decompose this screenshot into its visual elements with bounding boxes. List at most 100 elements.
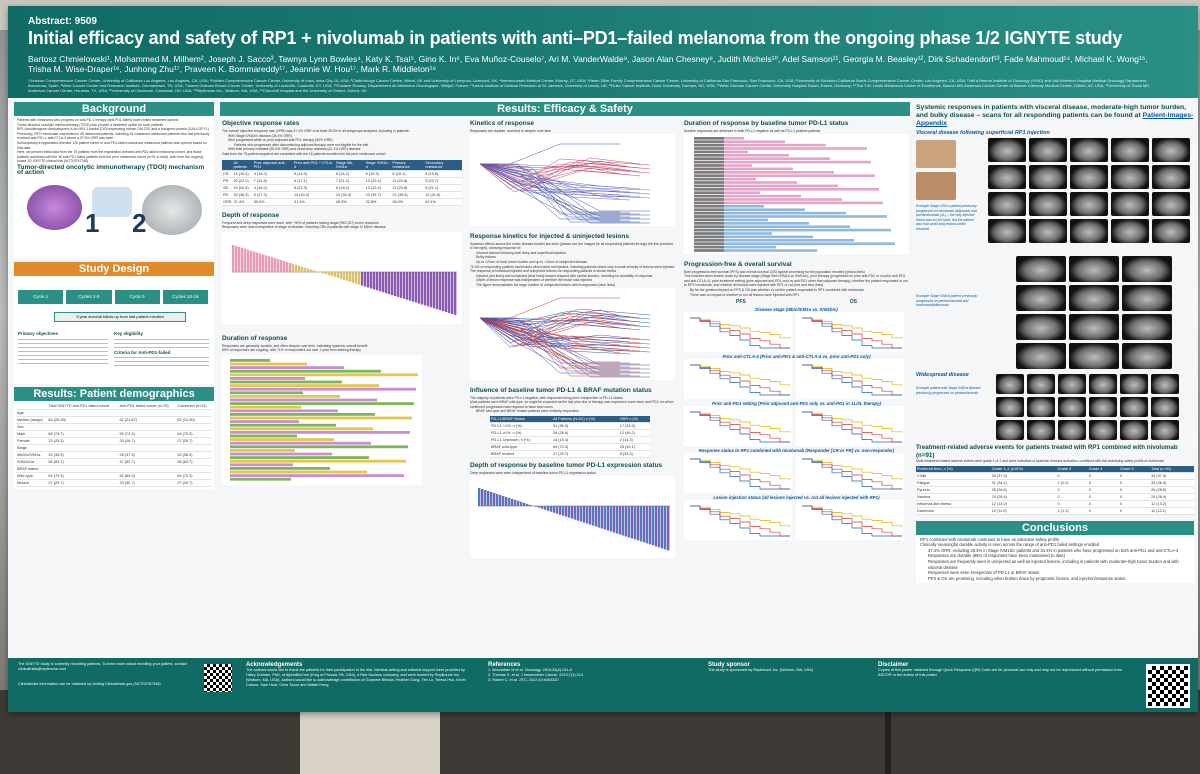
ct-scan-image [1016, 314, 1066, 340]
lesion-bullet: Systemic effects across the entire disea… [470, 241, 673, 251]
table-cell: 0 [1056, 472, 1088, 480]
table-cell: 19 (20.9) [232, 184, 253, 192]
waterfall-bar [424, 271, 427, 306]
conclusion-bullet: Responses are frequently seen in uninjec… [928, 558, 1179, 570]
waterfall-bar [337, 271, 340, 278]
ct-scan-image [1120, 397, 1148, 417]
swimmer-bar [230, 441, 371, 445]
km-label-ctla4: Prior anti-CTLA-4 (Prior anti-PD1 & anti… [722, 354, 871, 360]
table-header: Stage IIIb-IVM1a [334, 159, 365, 171]
waterfall-bar [253, 251, 256, 272]
conclusion-bullet: Responses were seen irrespective of PD-L… [928, 570, 1040, 576]
table-cell: 33 (36.3) [232, 191, 253, 199]
waterfall-bar [271, 257, 274, 272]
waterfall-bar [289, 262, 292, 272]
swimmer-bar [230, 402, 414, 405]
swimmer-bar [230, 470, 367, 474]
ct-scan-image [1029, 165, 1067, 189]
table-cell: 20 (22.0) [232, 177, 253, 185]
pfs-label: PFS [736, 299, 746, 306]
pdl1-bar [562, 505, 565, 516]
table-cell: 10 (30.3) [334, 191, 365, 199]
ct-scan-image [1122, 314, 1172, 340]
waterfall-bar [286, 261, 289, 272]
pdl1-swim-bar [694, 248, 817, 252]
pdl1-bar [658, 505, 661, 547]
spider-line [479, 163, 631, 188]
table-cell: PD-L1 ≥1%, n (%) [490, 429, 553, 437]
swimmer-bar [230, 477, 291, 481]
pdl1-bar [580, 505, 583, 522]
table-cell: PR [222, 177, 233, 185]
table-cell: 52 (69.3) [118, 472, 177, 481]
pdl1-swim-bar [694, 146, 867, 150]
ct-scan-image [988, 219, 1026, 243]
table-cell: 27 (29.7) [176, 479, 212, 488]
swimmer-bar [230, 445, 408, 449]
waterfall-bar [433, 271, 436, 309]
table-cell: 6 (15.8) [424, 170, 462, 178]
table-row: BRAF wild-type 64 (70.3) 25 (39.1) [490, 443, 650, 451]
swimmer-bar [230, 376, 305, 380]
table-row: Median (range) 63 (26-90) 62 (21-87) 62 (21… [16, 416, 212, 425]
cycle-step: Cycles 10-16 [162, 290, 208, 305]
ack-text: The authors would like to thank the pati… [246, 668, 466, 687]
km-line [690, 411, 791, 434]
pdl1-bar [487, 490, 490, 506]
depth-bullet: Responses were seen irrespective of stag… [222, 225, 386, 230]
acknowledgements: Acknowledgements The authors would like … [246, 662, 466, 688]
km-line [802, 505, 902, 537]
waterfall-bar [370, 271, 373, 289]
km-line [802, 411, 902, 443]
spider-line [479, 163, 621, 199]
spider-line [479, 317, 620, 366]
pdl1-swim-start [694, 228, 724, 231]
pdl1-bar [544, 505, 547, 510]
km-line [802, 458, 902, 490]
cycle-step: Cycle 9 [114, 290, 160, 305]
km-curve-plot [796, 453, 904, 494]
spider-line [479, 163, 630, 217]
table-row: Male 68 (74.7) 55 (73.3) 64 (70.3) [16, 430, 212, 439]
pdl1-swim-start [694, 221, 724, 225]
table-cell [47, 409, 119, 418]
pfs-bullet: This includes when broken down by diseas… [684, 274, 908, 288]
table-cell: 12 (31.6) [424, 191, 462, 199]
pdl1-swim-bar [694, 218, 768, 221]
qr-code-small[interactable] [204, 664, 232, 692]
swimmer-bar [230, 398, 377, 402]
conclusion-bullet: Responses are durable (85% of responses … [928, 553, 1066, 559]
patient-images-link[interactable]: Patient-Images-Appendix [916, 112, 1194, 127]
pdl1-swim-bar [694, 221, 809, 225]
table-cell [176, 423, 212, 432]
cycle-schema: Cycle 1 Cycles 2-8 Cycle 9 Cycles 10-16 [18, 290, 208, 305]
pdl1-bar [484, 489, 487, 506]
table-row: Fatigue 31 (34.1) 2 (2.2) 0 0 33 (36.3) [916, 479, 1194, 487]
waterfall-bar [298, 265, 301, 272]
pfs-title: Progression-free & overall survival [684, 260, 792, 268]
table-row: PD-L1 <1%, n (%) 51 (56.0) 17 (33.3) [490, 422, 650, 430]
waterfall-bar [358, 271, 361, 285]
spider-line [479, 161, 641, 180]
ct-scan-image [1069, 314, 1119, 340]
ct-scan-image [1152, 219, 1190, 243]
pdl1-swim-start [694, 248, 724, 252]
table-cell: 0 [1118, 493, 1151, 501]
criteria-title: Criteria for Anti-PD1-failed [114, 349, 171, 355]
pdl1-swim-bar [694, 194, 801, 197]
pdl1-bar [523, 502, 526, 506]
orr-title: Objective response rates [222, 120, 300, 127]
table-cell: 8 (33.3) [618, 450, 650, 458]
conclusion-bullet: PFS & OS are promising, including when b… [928, 575, 1126, 581]
km-line [802, 411, 902, 443]
km-line [802, 317, 902, 349]
table-header [16, 403, 48, 411]
table-cell: 64 (70.3) [552, 443, 619, 451]
table-cell: 36.0% [391, 198, 425, 206]
ct-scan-image [996, 397, 1024, 417]
qr-code-large[interactable] [1146, 664, 1190, 708]
visceral-subheading: Visceral disease following superficial R… [916, 130, 1050, 136]
table-cell [118, 465, 177, 474]
pdl1-bar [529, 504, 532, 506]
reference: 3. Robert C. et al. JITC. 2022;10:e00432… [488, 678, 559, 682]
